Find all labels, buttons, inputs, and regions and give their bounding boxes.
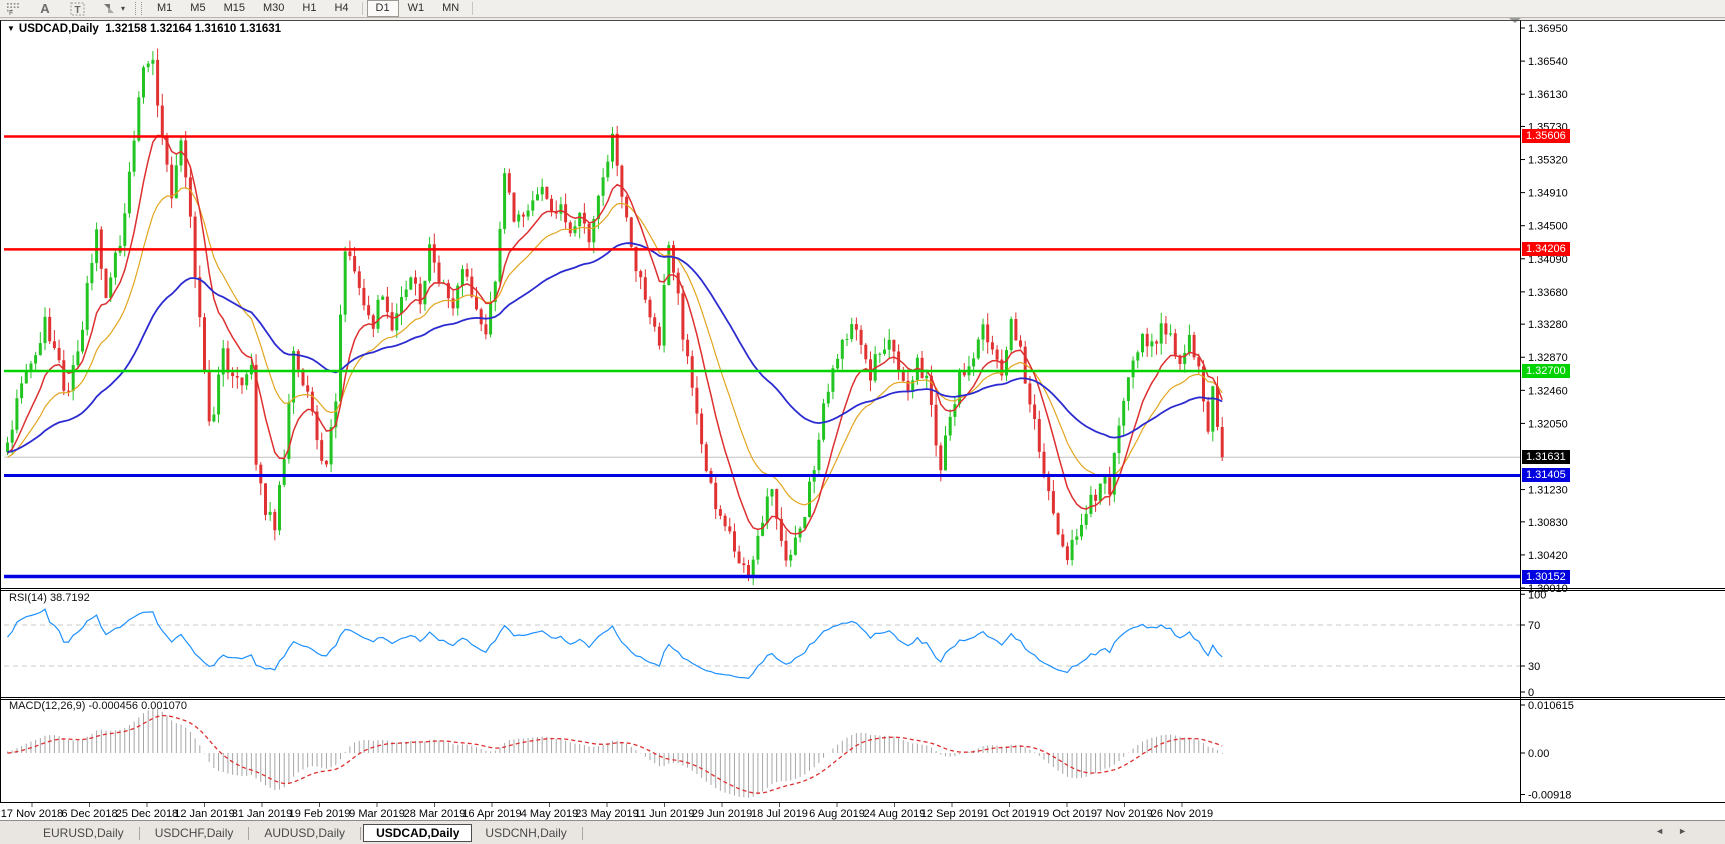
svg-text:19 Oct 2019: 19 Oct 2019: [1037, 808, 1097, 820]
svg-text:12 Sep 2019: 12 Sep 2019: [921, 808, 983, 820]
svg-text:1 Oct 2019: 1 Oct 2019: [983, 808, 1037, 820]
svg-text:9 Mar 2019: 9 Mar 2019: [349, 808, 405, 820]
tab-separator: [248, 826, 250, 840]
tab-scroll-arrows[interactable]: ◄►: [1655, 826, 1701, 836]
svg-text:31 Jan 2019: 31 Jan 2019: [232, 808, 293, 820]
tab-usdchf[interactable]: USDCHF,Daily: [154, 826, 234, 840]
svg-text:26 Nov 2019: 26 Nov 2019: [1151, 808, 1213, 820]
timeframe-m1-button[interactable]: M1: [157, 2, 173, 14]
timeframe-h4-button[interactable]: H4: [334, 2, 349, 14]
timeframe-h1-button[interactable]: H1: [302, 2, 317, 14]
tab-scroll-right-icon: ►: [1678, 826, 1701, 836]
svg-text:19 Feb 2019: 19 Feb 2019: [289, 808, 351, 820]
timeframe-mn-button[interactable]: MN: [442, 2, 460, 14]
timeframe-d1-button[interactable]: D1: [366, 0, 399, 17]
svg-text:6 Dec 2018: 6 Dec 2018: [61, 808, 117, 820]
top-toolbar: F A T ▾ M1 M5 M15 M30 H1 H4 D1 W1 MN: [0, 0, 1725, 18]
svg-text:12 Jan 2019: 12 Jan 2019: [174, 808, 235, 820]
timeframe-m30-button[interactable]: M30: [262, 2, 285, 14]
svg-text:6 Aug 2019: 6 Aug 2019: [809, 808, 865, 820]
svg-text:1.36950: 1.36950: [1528, 23, 1568, 35]
tab-scroll-left-icon: ◄: [1655, 826, 1679, 836]
svg-text:7 Nov 2019: 7 Nov 2019: [1096, 808, 1152, 820]
svg-text:100: 100: [1528, 589, 1546, 601]
svg-text:18 Jul 2019: 18 Jul 2019: [751, 808, 808, 820]
svg-text:70: 70: [1528, 620, 1540, 632]
timeframe-m15-button[interactable]: M15: [223, 2, 245, 14]
svg-text:1.30830: 1.30830: [1528, 517, 1568, 529]
svg-text:T: T: [74, 5, 80, 16]
svg-text:1.32460: 1.32460: [1528, 385, 1568, 397]
tab-audusd[interactable]: AUDUSD,Daily: [264, 826, 346, 840]
chart-canvas[interactable]: 1.36950 1.36540 1.36130 1.35730 1.35320 1.349…: [0, 18, 1725, 820]
svg-text:29 Jun 2019: 29 Jun 2019: [692, 808, 753, 820]
grid-f-tool-icon[interactable]: F: [2, 1, 24, 16]
toolbar-separator: [361, 2, 363, 15]
svg-text:23 May 2019: 23 May 2019: [575, 808, 639, 820]
arrow-objects-tool-icon[interactable]: [98, 1, 120, 16]
svg-text:1.36540: 1.36540: [1528, 56, 1568, 68]
svg-text:25 Dec 2018: 25 Dec 2018: [116, 808, 178, 820]
svg-text:1.33680: 1.33680: [1528, 287, 1568, 299]
text-box-tool-icon[interactable]: T: [66, 1, 88, 16]
svg-text:24 Aug 2019: 24 Aug 2019: [864, 808, 926, 820]
tab-separator: [581, 826, 583, 840]
svg-text:1.34910: 1.34910: [1528, 188, 1568, 200]
svg-text:17 Nov 2018: 17 Nov 2018: [1, 808, 63, 820]
svg-text:1.31230: 1.31230: [1528, 485, 1568, 497]
svg-text:4 May 2019: 4 May 2019: [521, 808, 578, 820]
svg-text:F: F: [9, 10, 13, 16]
svg-text:28 Mar 2019: 28 Mar 2019: [404, 808, 466, 820]
svg-text:16 Apr 2019: 16 Apr 2019: [462, 808, 521, 820]
svg-text:1.32870: 1.32870: [1528, 352, 1568, 364]
svg-text:30: 30: [1528, 661, 1540, 673]
svg-text:-0.00918: -0.00918: [1528, 790, 1571, 802]
svg-text:1.32050: 1.32050: [1528, 418, 1568, 430]
tool-dropdown-caret[interactable]: ▾: [121, 4, 126, 13]
toolbar-drag-handle: [135, 2, 143, 15]
timeframe-m5-button[interactable]: M5: [190, 2, 206, 14]
tab-usdcad[interactable]: USDCAD,Daily: [363, 824, 473, 842]
svg-text:1.35320: 1.35320: [1528, 155, 1568, 167]
svg-text:1.33280: 1.33280: [1528, 319, 1568, 331]
svg-text:11 Jun 2019: 11 Jun 2019: [635, 808, 695, 820]
toolbar-separator: [472, 2, 474, 15]
svg-text:1.34500: 1.34500: [1528, 221, 1568, 233]
svg-text:0: 0: [1528, 687, 1534, 699]
svg-text:0.010615: 0.010615: [1528, 700, 1574, 712]
chart-tab-bar: EURUSD,Daily USDCHF,Daily AUDUSD,Daily U…: [0, 820, 1725, 844]
svg-text:1.30420: 1.30420: [1528, 550, 1568, 562]
timeframe-w1-button[interactable]: W1: [407, 2, 425, 14]
tab-usdcnh[interactable]: USDCNH,Daily: [485, 826, 567, 840]
svg-text:1.36130: 1.36130: [1528, 89, 1568, 101]
svg-text:0.00: 0.00: [1528, 748, 1549, 760]
svg-text:1.35730: 1.35730: [1528, 121, 1568, 133]
text-label-tool-icon[interactable]: A: [40, 1, 50, 16]
tab-eurusd[interactable]: EURUSD,Daily: [43, 826, 124, 840]
tab-separator: [360, 826, 362, 840]
tab-separator: [138, 826, 140, 840]
svg-text:1.34090: 1.34090: [1528, 254, 1568, 266]
svg-text:1.30010: 1.30010: [1528, 583, 1568, 595]
